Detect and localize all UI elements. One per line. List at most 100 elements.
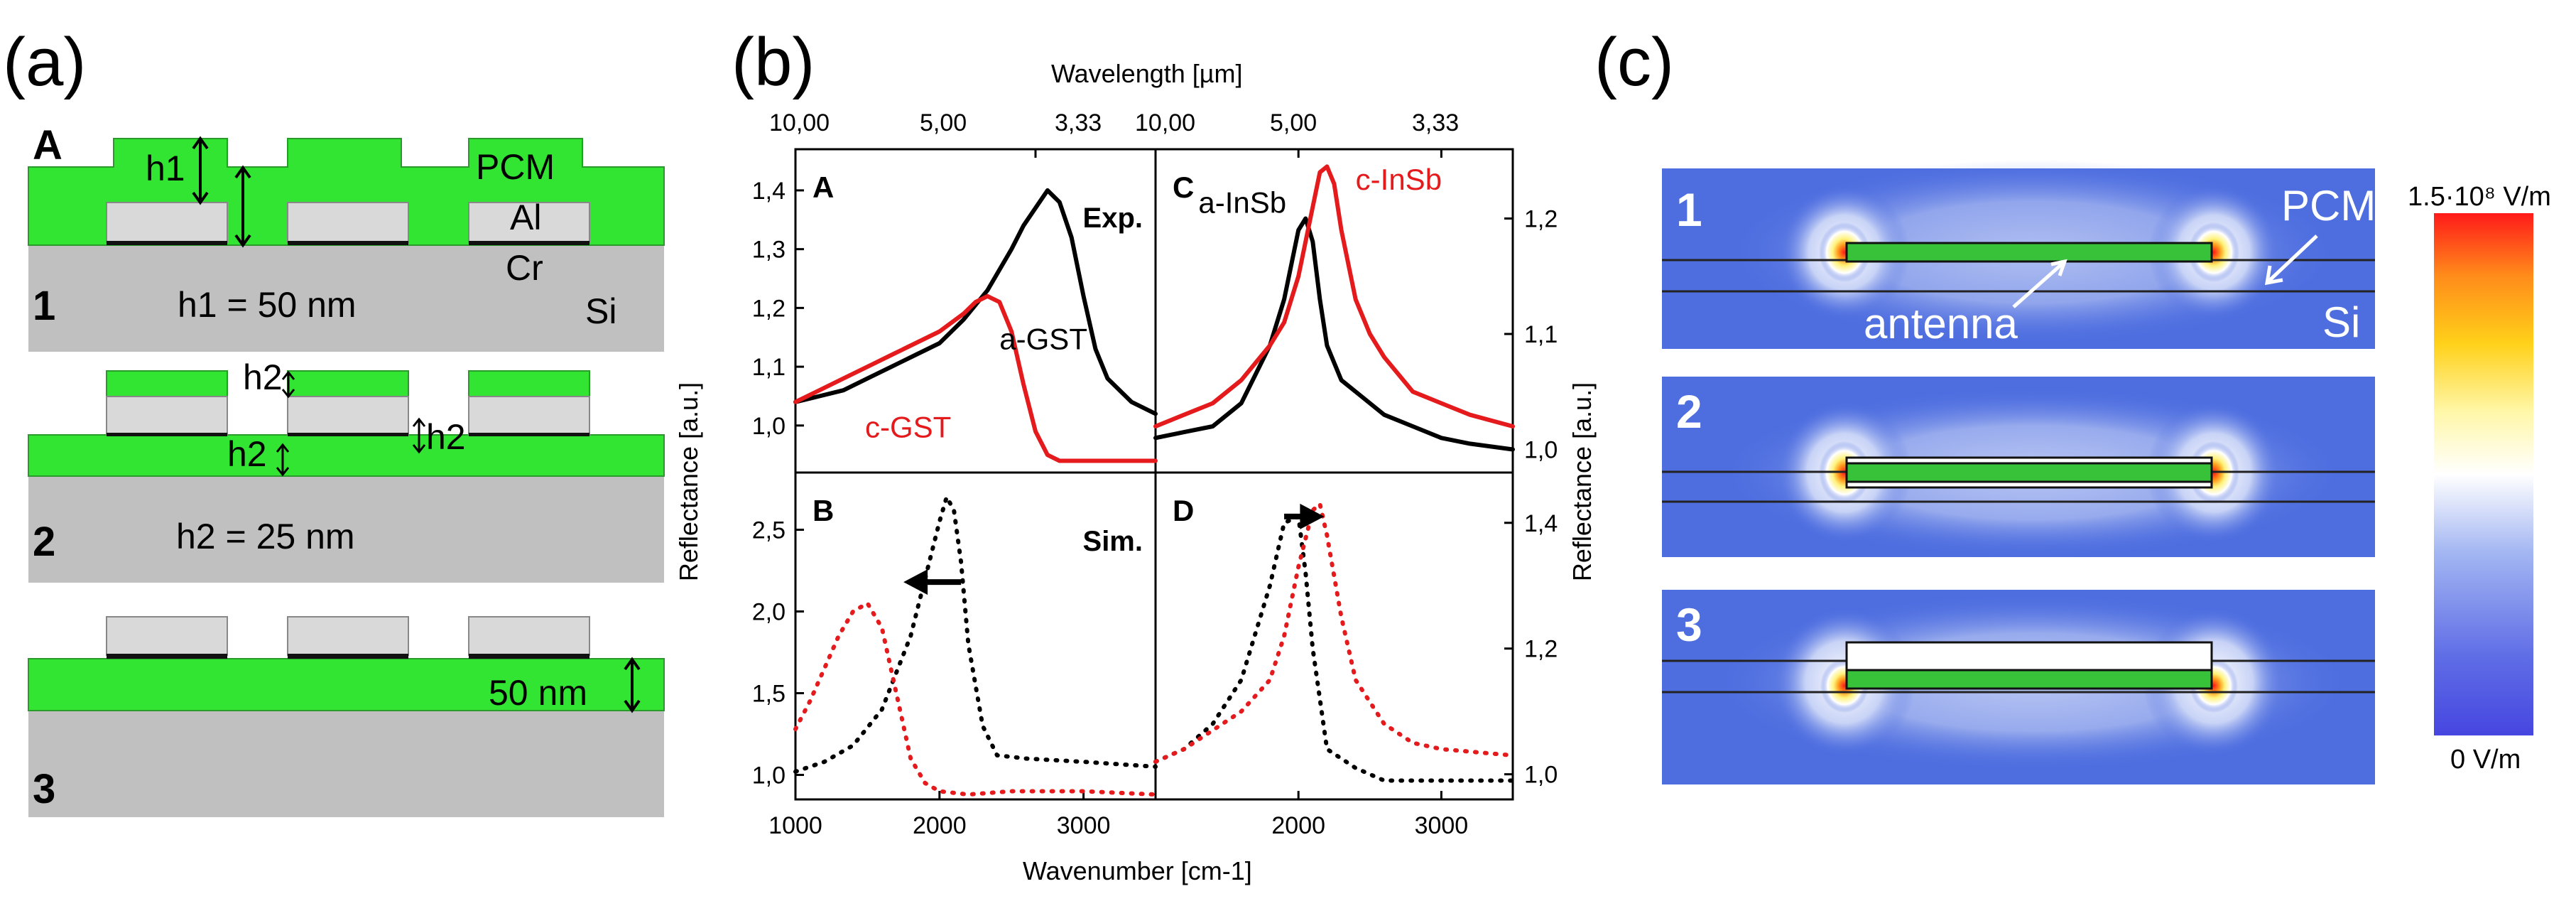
series-D-1 (1153, 502, 1515, 764)
x-tick-label-B-0: 1000 (768, 812, 822, 839)
y-tick-label-D-1: 1,2 (1524, 636, 1558, 663)
al-label: Al (510, 198, 542, 237)
row3-pcm-layer (28, 658, 665, 711)
colorbar-max-label: 1.5·10⁸ V/m (2408, 182, 2551, 212)
map3-number: 3 (1676, 598, 1702, 651)
panel-a-tag: A (33, 122, 63, 168)
series-label-C-0: a-InSb (1198, 185, 1286, 219)
y-tick-label-A-2: 1,2 (752, 295, 786, 322)
x-tick-label-D-0: 2000 (1271, 812, 1325, 839)
row1-caption: h1 = 50 nm (178, 285, 357, 325)
series-B-0 (793, 495, 1158, 774)
x-tick-label-D-1: 3000 (1415, 812, 1469, 839)
series-B-1 (793, 601, 1158, 797)
row3-number: 3 (33, 766, 56, 812)
map2-number: 2 (1676, 385, 1702, 438)
field-map-3 (1662, 590, 2375, 784)
panel-a-letter: (a) (3, 24, 87, 100)
h2-label-bottom: h2 (227, 434, 267, 474)
row1-number: 1 (33, 283, 56, 329)
y-tick-label-B-0: 1,0 (752, 762, 786, 789)
h1-label: h1 (146, 149, 185, 188)
chart-frame (794, 148, 1514, 801)
row2-pcm-cap-3 (468, 370, 590, 397)
row1-al-2 (287, 202, 409, 243)
subplot-title-B: B (813, 494, 834, 527)
top-axis-label: Wavelength [µm] (1051, 59, 1243, 88)
series-label-A-0: a-GST (999, 322, 1087, 355)
x-tick-label-B-1: 2000 (913, 812, 967, 839)
series-C-1 (1153, 164, 1515, 428)
shift-arrow-head-D (1300, 503, 1325, 529)
row1-cr-3 (469, 241, 589, 245)
row2-al-3 (468, 396, 590, 436)
h2-arrow-bottom (276, 443, 290, 477)
panel-c-letter: (c) (1594, 24, 1674, 100)
y-tick-label-A-0: 1,0 (752, 413, 786, 440)
h2-arrow-side (412, 417, 426, 454)
y-tick-label-B-3: 2,5 (752, 517, 786, 544)
map-antenna-label: antenna (1864, 300, 2018, 347)
y-tick-label-A-4: 1,4 (752, 178, 786, 205)
top-tick-right-1: 5,00 (1270, 109, 1317, 136)
row2-al-1 (106, 396, 228, 436)
antenna-3 (1845, 669, 2213, 690)
subplot-title-D: D (1173, 494, 1194, 527)
row2-pcm-cap-1 (106, 370, 228, 397)
si-label: Si (585, 291, 617, 331)
row2-pcm-layer (28, 434, 665, 477)
panel-a-schematics (28, 136, 665, 817)
h2-label-side: h2 (426, 417, 466, 457)
map-si-label: Si (2322, 298, 2361, 346)
y-tick-label-C-2: 1,2 (1524, 206, 1558, 233)
field-map-2 (1662, 377, 2375, 558)
top-tick-left-1: 5,00 (920, 109, 967, 136)
row1-substrate (28, 245, 664, 352)
map-pcm-label: PCM (2281, 182, 2376, 230)
subplot-title-A: A (813, 171, 834, 204)
series-D-0 (1153, 514, 1515, 783)
bottom-axis-label: Wavenumber [cm-1] (1023, 856, 1252, 885)
cr-label: Cr (506, 248, 543, 288)
thickness-arrow-row3 (624, 657, 641, 713)
y-tick-label-D-2: 1,4 (1524, 510, 1558, 537)
y-tick-label-C-0: 1,0 (1524, 437, 1558, 464)
y-tick-label-B-1: 1,5 (752, 681, 786, 708)
h2-arrow-top (281, 370, 295, 399)
field-map-1 (1662, 160, 2375, 349)
row1-cr-1 (107, 241, 227, 245)
antenna-2 (1845, 462, 2213, 483)
top-tick-right-0: 10,00 (1135, 109, 1196, 136)
y-tick-label-B-2: 2,0 (752, 599, 786, 626)
series-A-1 (793, 293, 1158, 463)
series-C-0 (1153, 216, 1515, 452)
x-tick-label-B-2: 3000 (1057, 812, 1111, 839)
top-tick-left-0: 10,00 (769, 109, 830, 136)
series-label-A-1: c-GST (865, 410, 951, 443)
antenna-1 (1845, 242, 2213, 263)
row3-al-2 (287, 616, 409, 656)
top-tick-right-2: 3,33 (1412, 109, 1460, 136)
panel-b-letter: (b) (732, 24, 815, 100)
row3-substrate (28, 711, 664, 817)
colorbar-min-label: 0 V/m (2450, 745, 2521, 775)
row2-substrate (28, 476, 664, 583)
h2-label-top: h2 (243, 357, 283, 397)
colorbar (2434, 213, 2533, 735)
subplot-title-C: C (1173, 171, 1194, 204)
row3-thickness-label: 50 nm (489, 673, 587, 713)
subplot-annotation-B: Sim. (1083, 526, 1143, 557)
series-label-C-1: c-InSb (1356, 163, 1442, 196)
y-tick-label-D-0: 1,0 (1524, 762, 1558, 789)
series-A-0 (793, 188, 1158, 416)
row2-caption: h2 = 25 nm (176, 517, 355, 556)
row1-cr-2 (288, 241, 408, 245)
row2-number: 2 (33, 519, 56, 565)
shift-arrow-head-B (903, 569, 928, 595)
subplot-annotation-A: Exp. (1083, 203, 1143, 234)
y-tick-label-A-1: 1,1 (752, 354, 786, 381)
pcm-pointer (2268, 234, 2318, 282)
map1-number: 1 (1676, 183, 1702, 236)
